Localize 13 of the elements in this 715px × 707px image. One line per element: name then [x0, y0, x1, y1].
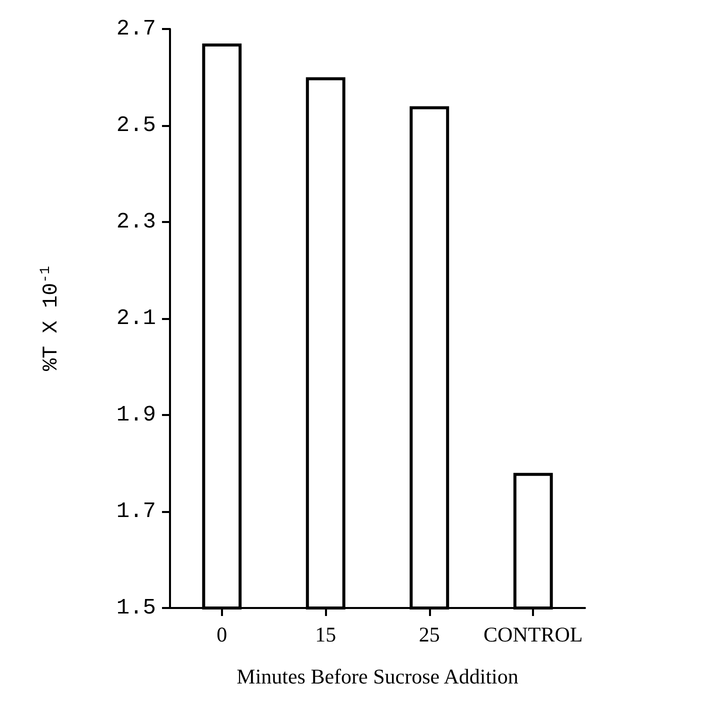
x-tick-label: 15 — [315, 622, 336, 646]
y-tick-label: 1.9 — [116, 402, 156, 428]
x-tick-label: 0 — [216, 622, 228, 646]
y-tick-label: 2.7 — [116, 16, 156, 42]
y-tick-label: 2.5 — [116, 113, 156, 138]
x-tick-label: 25 — [418, 622, 440, 646]
y-tick-label: 2.1 — [116, 306, 156, 331]
y-axis-title: %T X 10-1 — [38, 266, 64, 372]
y-tick-label: 2.3 — [116, 210, 156, 234]
x-axis-title: Minutes Before Sucrose Addition — [236, 664, 519, 688]
y-tick-label: 1.7 — [116, 499, 156, 524]
y-tick-label: 1.5 — [116, 596, 156, 620]
x-tick-label: CONTROL — [484, 622, 583, 646]
